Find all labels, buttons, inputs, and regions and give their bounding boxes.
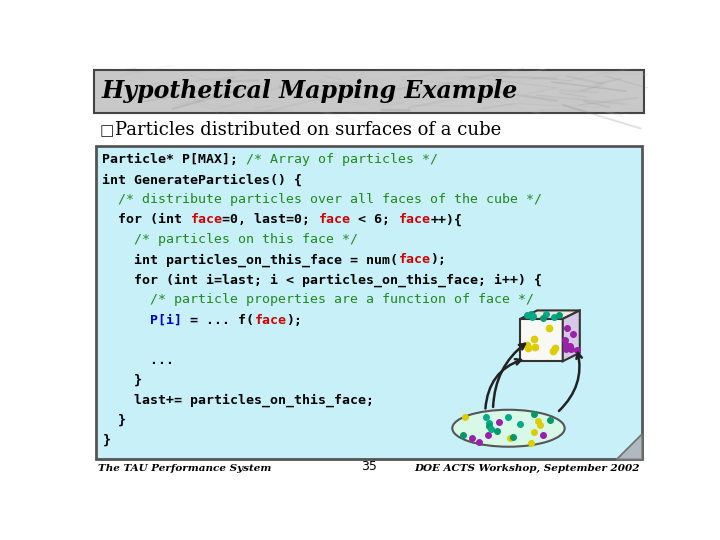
Text: < 6;: < 6;	[351, 213, 398, 226]
Text: for (int: for (int	[102, 213, 190, 226]
Text: /* Array of particles */: /* Array of particles */	[246, 153, 438, 166]
Text: /* particles on this face */: /* particles on this face */	[102, 233, 359, 246]
Text: P[i]: P[i]	[150, 314, 182, 327]
Text: last+= particles_on_this_face;: last+= particles_on_this_face;	[102, 394, 374, 407]
Text: ++){: ++){	[431, 213, 462, 226]
Text: face: face	[190, 213, 222, 226]
Text: face: face	[398, 253, 431, 266]
Text: 35: 35	[361, 460, 377, 473]
Text: Hypothetical Mapping Example: Hypothetical Mapping Example	[102, 79, 518, 103]
Text: = ... f(: = ... f(	[182, 314, 254, 327]
Polygon shape	[520, 310, 580, 319]
Text: }: }	[102, 414, 127, 427]
Text: int GenerateParticles() {: int GenerateParticles() {	[102, 173, 302, 186]
Bar	[520, 319, 563, 361]
Text: /* distribute particles over all faces of the cube */: /* distribute particles over all faces o…	[102, 193, 542, 206]
Text: face: face	[398, 213, 431, 226]
Text: =0, last=0;: =0, last=0;	[222, 213, 318, 226]
Polygon shape	[563, 310, 580, 361]
Text: □: □	[99, 123, 114, 138]
Polygon shape	[617, 434, 642, 459]
Text: for (int i=last; i < particles_on_this_face; i++) {: for (int i=last; i < particles_on_this_f…	[102, 273, 542, 287]
Text: );: );	[431, 253, 446, 266]
Bar	[96, 146, 642, 459]
Text: DOE ACTS Workshop, September 2002: DOE ACTS Workshop, September 2002	[415, 464, 640, 473]
Text: The TAU Performance System: The TAU Performance System	[98, 464, 271, 473]
Text: );: );	[287, 314, 302, 327]
Text: }: }	[102, 374, 143, 387]
Ellipse shape	[452, 410, 564, 447]
Text: face: face	[318, 213, 351, 226]
Text: face: face	[254, 314, 287, 327]
Text: }: }	[102, 434, 110, 447]
Text: Particle* P[MAX];: Particle* P[MAX];	[102, 153, 246, 166]
Text: ...: ...	[102, 354, 174, 367]
Text: /* particle properties are a function of face */: /* particle properties are a function of…	[102, 294, 534, 307]
Text: int particles_on_this_face = num(: int particles_on_this_face = num(	[102, 253, 398, 267]
Bar	[94, 70, 644, 112]
Text: Particles distributed on surfaces of a cube: Particles distributed on surfaces of a c…	[114, 122, 501, 139]
